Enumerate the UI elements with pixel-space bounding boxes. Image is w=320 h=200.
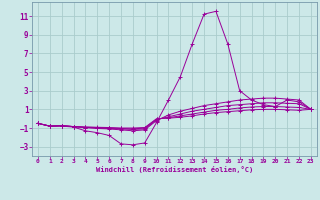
X-axis label: Windchill (Refroidissement éolien,°C): Windchill (Refroidissement éolien,°C) <box>96 166 253 173</box>
